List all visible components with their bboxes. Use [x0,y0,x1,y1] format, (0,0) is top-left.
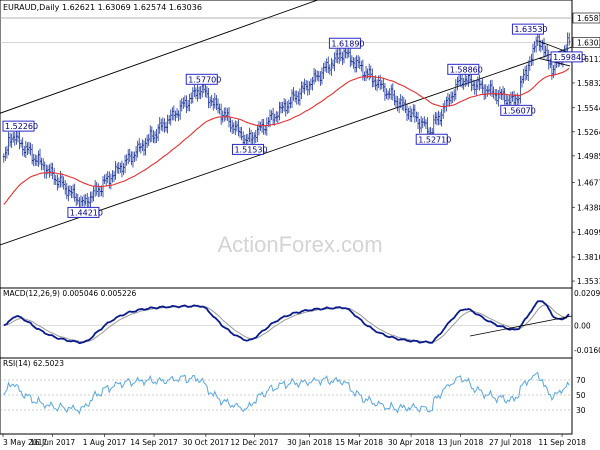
annotation-box [185,73,218,85]
annotation-label: 1.52260 [5,122,38,131]
annotation-1.61890: 1.61890 [328,37,365,49]
annotation-label: 1.61890 [331,39,364,48]
annotation-box [231,143,264,155]
date-axis-label: 12 Dec 2017 [230,438,278,447]
date-axis-label: 30 Oct 2017 [183,438,230,447]
rsi-panel [0,357,573,435]
annotation-label: 1.52710 [418,135,451,144]
date-axis-label: 27 Jul 2018 [489,438,532,447]
annotation-box [328,37,361,49]
annotation-label: 1.56070 [503,106,536,115]
macd-label: MACD(12,26,9) 0.005046 0.005226 [3,289,137,298]
price-axis-label: 1.38100 [577,253,600,262]
rsi-line [3,371,570,415]
annotation-box [550,51,583,63]
price-annotations: 1.52260 1.44210 1.57700 1.51530 1.61890 1.527… [2,23,586,218]
date-axis-label: 14 Sep 2017 [130,438,178,447]
date-axis-label: 11 Sep 2018 [538,438,586,447]
macd-trend-line [469,315,573,337]
annotation-label: 1.63530 [514,25,547,34]
macd-axis-label: -0.016023 [574,346,600,355]
annotation-1.52710: 1.52710 [415,133,451,145]
price-tag-box [572,37,600,48]
annotation-label: 1.44210 [70,208,103,217]
rsi-axis-label: 30 [576,406,586,415]
price-axis-label: 1.40990 [577,228,600,237]
rsi-label: RSI(14) 62.5023 [3,359,64,368]
channel-upper-line [0,0,319,114]
date-axis-label: 30 Jan 2018 [287,438,332,447]
macd-line [3,300,570,345]
annotation-1.59840: 1.59840 [550,51,586,63]
annotation-1.44210: 1.44210 [67,206,103,218]
chart-header: EURAUD,Daily 1.62621 1.63069 1.62574 1.6… [3,3,202,12]
annotation-box [511,23,544,35]
date-axis-label: 1 Aug 2017 [83,438,126,447]
watermark: ActionForex.com [217,232,382,257]
rsi-axis-label: 70 [576,376,586,385]
annotation-1.52260: 1.52260 [2,120,38,132]
price-axis-label: 1.43880 [577,203,600,212]
price-axis-label: 1.55440 [577,104,600,113]
macd-plot [0,300,573,345]
date-axis-label: 30 Apr 2018 [388,438,435,447]
annotation-box [415,133,448,145]
date-axis-label: 3 May 2017 [3,438,47,447]
annotation-label: 1.57700 [188,75,221,84]
annotation-box [67,206,100,218]
annotation-box [2,120,35,132]
moving-average-line [3,68,570,205]
annotation-box [500,104,533,116]
macd-axis-label: 0.020904 [574,289,600,298]
macd-axis-label: 0.00 [574,321,591,330]
price-axis-label: 1.61135 [577,55,600,64]
price-axis-label: 1.49850 [577,152,600,161]
annotation-1.58860: 1.58860 [447,63,483,75]
rsi-axis-label: 50 [576,391,586,400]
price-tag-box [572,12,600,24]
axes: 1.65870 1.63036 1.61135 1.58325 1.55440 1.526… [2,12,600,447]
wedge-upper-line [538,40,571,54]
macd-panel [0,287,573,359]
price-plot [0,0,573,246]
macd-signal-line [3,304,570,343]
date-axis-label: 16 Jun 2017 [30,438,75,447]
price-axis-label: 1.65870 [577,14,600,23]
price-axis-label: 1.63036 [577,38,600,47]
date-axis-label: 13 Jun 2018 [438,438,483,447]
price-panel [0,0,573,289]
annotation-label: 1.59840 [553,53,586,62]
annotation-label: 1.58860 [450,65,483,74]
annotation-label: 1.51530 [234,145,267,154]
date-axis-label: 15 Mar 2018 [335,438,383,447]
price-axis-label: 1.52645 [577,128,600,137]
annotation-1.51530: 1.51530 [231,143,268,155]
rsi-plot [0,371,572,415]
annotation-1.56070: 1.56070 [500,104,536,116]
annotation-1.57700: 1.57700 [185,73,221,85]
price-axis-label: 1.58325 [577,79,600,88]
annotation-box [447,63,480,75]
price-axis-label: 1.35310 [577,277,600,286]
price-axis-label: 1.46770 [577,178,600,187]
annotation-1.63530: 1.63530 [511,23,548,35]
